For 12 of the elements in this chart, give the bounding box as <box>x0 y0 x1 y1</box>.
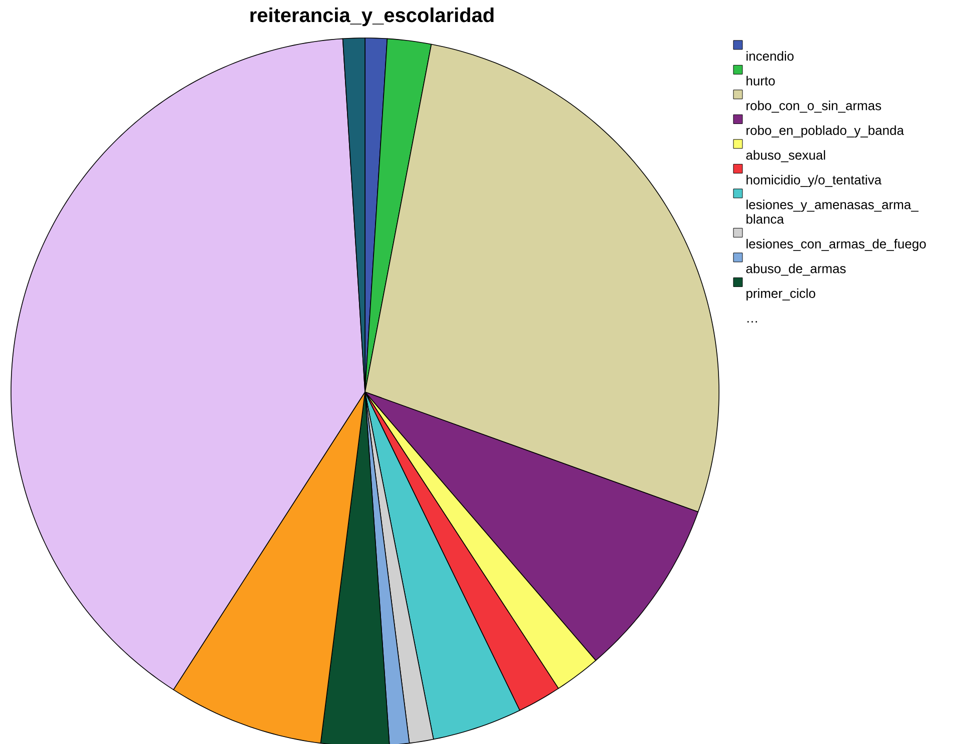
legend-label: lesiones_con_armas_de_fuego <box>746 238 926 252</box>
chart-title: reiterancia_y_escolaridad <box>250 8 494 26</box>
legend-label: abuso_de_armas <box>746 264 846 276</box>
legend-label: homicidio_y/o_tentativa <box>746 174 882 188</box>
legend-label: robo_con_o_sin_armas <box>746 100 882 113</box>
text: … <box>747 321 757 322</box>
legend-label: hurto <box>746 76 775 86</box>
legend-label: primer_ciclo <box>746 288 816 301</box>
legend-label: abuso_sexual <box>746 150 826 162</box>
legend-label: incendio <box>746 51 794 61</box>
legend-label: lesiones_y_amenasas_arma_blanca <box>746 200 919 224</box>
legend-label: robo_en_poblado_y_banda <box>746 125 904 138</box>
